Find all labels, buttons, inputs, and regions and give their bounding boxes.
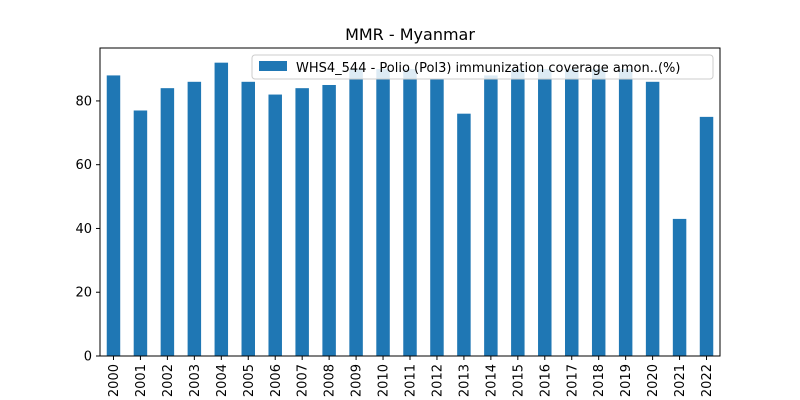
bar-2015 (511, 69, 525, 356)
x-tick-label-2004: 2004 (215, 364, 230, 397)
legend: WHS4_544 - Polio (Pol3) immunization cov… (251, 54, 714, 80)
x-tick-label-2010: 2010 (377, 364, 392, 397)
x-tick-label-2021: 2021 (673, 364, 688, 397)
bar-2011 (403, 69, 417, 356)
bar-2021 (672, 218, 687, 356)
bar-2020 (645, 81, 660, 357)
legend-swatch (259, 61, 287, 71)
y-tick-label: 40 (75, 222, 92, 237)
bar-2018 (591, 69, 606, 356)
y-axis: 0 20 40 60 80 (75, 94, 100, 365)
bar-2000 (106, 75, 121, 357)
x-tick-label-2020: 2020 (646, 364, 661, 397)
x-tick-label-2014: 2014 (484, 364, 499, 397)
x-tick-label-2016: 2016 (538, 364, 553, 397)
y-tick-label: 0 (84, 350, 92, 365)
bar-2001 (133, 110, 148, 357)
bars-layer (106, 62, 714, 357)
x-tick-label-2001: 2001 (134, 364, 149, 397)
bar-2006 (268, 94, 282, 357)
legend-label: WHS4_544 - Polio (Pol3) immunization cov… (296, 61, 680, 76)
x-tick-label-2005: 2005 (242, 364, 257, 397)
x-tick-label-2009: 2009 (350, 364, 365, 397)
x-tick-label-2019: 2019 (619, 364, 634, 397)
x-tick-label-2006: 2006 (269, 364, 284, 397)
bar-2007 (295, 88, 309, 357)
x-axis: 2000 2001 2002 2003 2004 2005 2006 2007 2008 2009… (107, 356, 715, 397)
x-tick-label-2017: 2017 (565, 364, 580, 397)
bar-2019 (618, 69, 633, 356)
x-tick-label-2011: 2011 (404, 364, 419, 397)
bar-2016 (538, 69, 552, 356)
bar-2009 (349, 69, 363, 356)
bar-2002 (160, 88, 175, 357)
x-tick-label-2013: 2013 (457, 364, 472, 397)
bar-2003 (187, 81, 202, 357)
x-tick-label-2002: 2002 (161, 364, 176, 397)
bar-2005 (241, 81, 255, 357)
legend-box (251, 54, 714, 80)
bar-2013 (457, 113, 471, 357)
x-tick-label-2018: 2018 (592, 364, 607, 397)
x-tick-label-2003: 2003 (188, 364, 203, 397)
x-tick-label-2012: 2012 (431, 364, 446, 397)
y-tick-label: 60 (75, 158, 92, 173)
x-tick-label-2015: 2015 (511, 364, 526, 397)
bar-2004 (214, 62, 229, 357)
bar-2008 (322, 84, 336, 357)
bar-2010 (376, 69, 390, 356)
bar-2017 (565, 69, 579, 356)
bar-2012 (430, 78, 444, 357)
x-tick-label-2022: 2022 (700, 364, 715, 397)
x-tick-label-2008: 2008 (323, 364, 338, 397)
bar-2022 (699, 116, 714, 357)
chart-title: MMR - Myanmar (345, 25, 475, 44)
x-tick-label-2000: 2000 (107, 364, 122, 397)
y-tick-label: 80 (75, 94, 92, 109)
bar-2014 (484, 75, 498, 357)
y-tick-label: 20 (75, 286, 92, 301)
x-tick-label-2007: 2007 (296, 364, 311, 397)
